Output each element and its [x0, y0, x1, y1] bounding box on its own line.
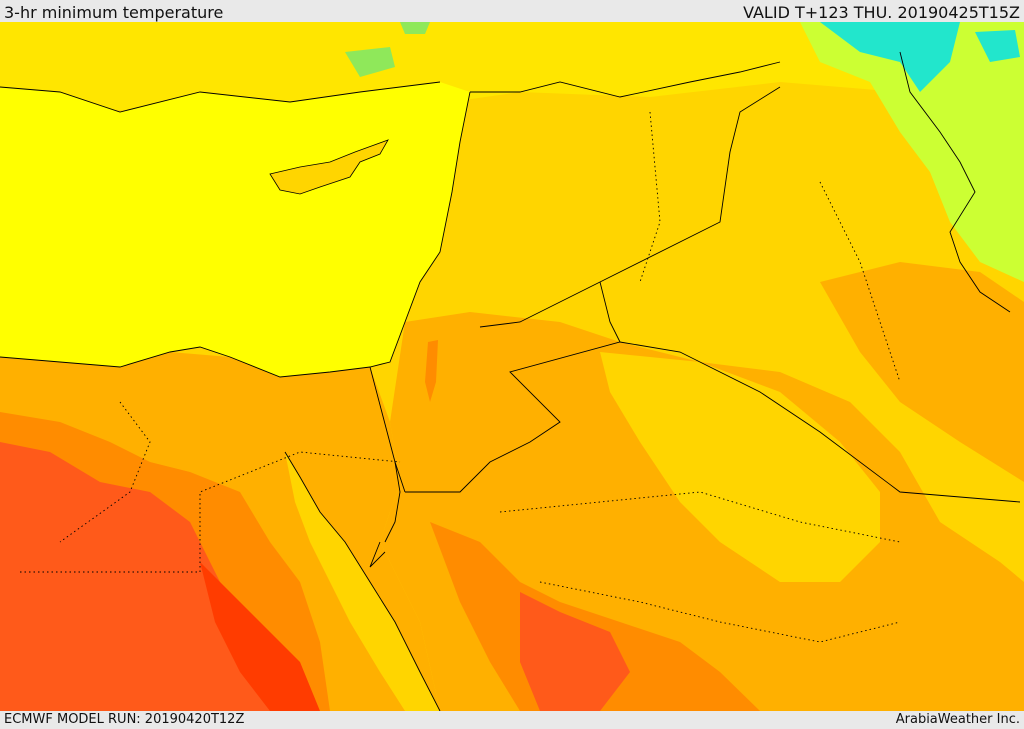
- east-warm-zone: [820, 262, 1024, 482]
- cyprus-island: [269, 139, 389, 195]
- iraq-gold-zone: [600, 352, 880, 582]
- map-footer: ECMWF MODEL RUN: 20190420T12Z ArabiaWeat…: [0, 711, 1024, 729]
- borders: [369, 51, 1021, 503]
- map-canvas: [0, 22, 1024, 711]
- coastlines: [0, 61, 781, 711]
- northeast-cold-zone: [820, 22, 960, 92]
- upper-egypt-red-zone: [200, 562, 320, 711]
- egypt-hottest-zone: [0, 442, 300, 711]
- valid-time: VALID T+123 THU. 20190425T15Z: [743, 3, 1020, 22]
- map-title: 3-hr minimum temperature: [4, 3, 224, 22]
- north-green-patch: [345, 47, 395, 77]
- map-header: 3-hr minimum temperature VALID T+123 THU…: [0, 0, 1024, 22]
- mediterranean-sea: [0, 82, 470, 377]
- saudi-red-zone: [520, 592, 630, 711]
- saudi-hot-zone: [430, 522, 760, 711]
- credit: ArabiaWeather Inc.: [895, 712, 1020, 727]
- north-green-patch-2: [400, 22, 430, 34]
- northeast-cool-zone: [800, 22, 1024, 282]
- model-run: ECMWF MODEL RUN: 20190420T12Z: [4, 712, 245, 727]
- temperature-map[interactable]: [0, 22, 1024, 711]
- dead-sea: [425, 340, 438, 402]
- north-warm-zone: [0, 22, 1024, 122]
- northeast-cold-spot: [975, 30, 1020, 62]
- province-borders: [20, 111, 901, 643]
